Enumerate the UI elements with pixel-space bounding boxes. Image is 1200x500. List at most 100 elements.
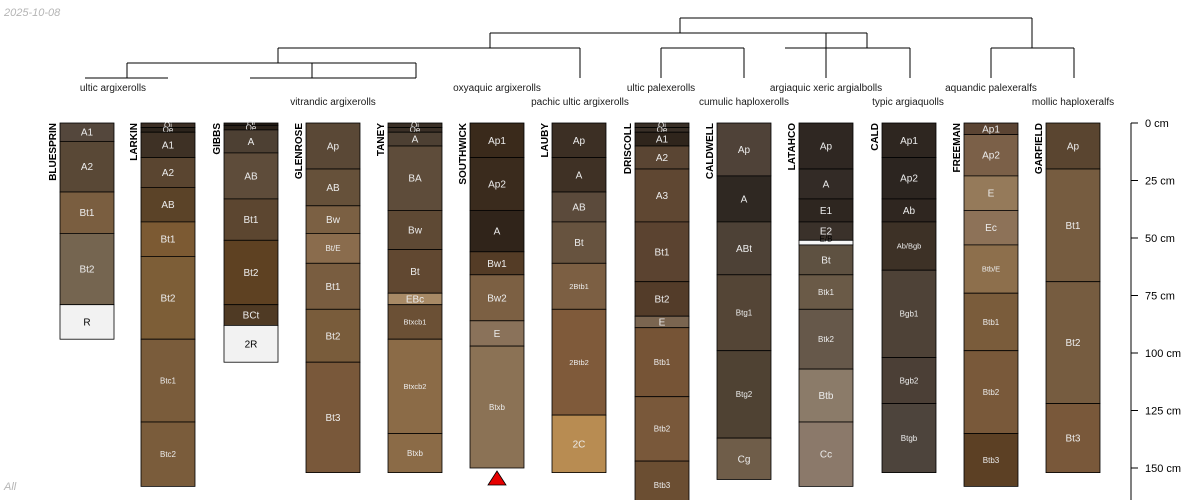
- horizon-label: Bt1: [243, 215, 258, 226]
- horizon-label: Btg1: [736, 309, 753, 318]
- dendrogram-link: [126, 62, 417, 78]
- horizon-label: Btk1: [818, 288, 835, 297]
- soil-profile: FREEMAN Ap1 Ap2 E Ec Btb/E Btb1 Btb2 Btb3: [952, 122, 1019, 487]
- horizon-label: Bt2: [654, 294, 669, 305]
- dendrogram-link: [785, 33, 911, 78]
- horizon-label: Bt: [821, 255, 831, 266]
- horizon-label: Bt2: [1065, 338, 1080, 349]
- horizon: [140, 421, 196, 487]
- profile-name: BLUESPRIN: [48, 123, 59, 181]
- horizon-label: R: [83, 317, 90, 328]
- horizon-label: Bt/E: [325, 244, 340, 253]
- horizon: [798, 168, 854, 200]
- horizon-label: E/B: [820, 234, 833, 243]
- horizon: [140, 338, 196, 423]
- horizon-label: Ap2: [982, 151, 1000, 162]
- horizon-label: A3: [656, 191, 669, 202]
- horizon-label: Ap: [738, 145, 751, 156]
- horizon-label: Btb: [818, 391, 833, 402]
- classification-label: typic argiaquolls: [872, 97, 944, 108]
- horizon: [634, 460, 690, 500]
- horizon-label: Btb/E: [982, 265, 1000, 274]
- classification-label: vitrandic argixerolls: [290, 97, 376, 108]
- horizon: [634, 281, 690, 317]
- horizon: [387, 304, 443, 340]
- horizon-label: E1: [820, 206, 833, 217]
- horizon: [387, 249, 443, 294]
- horizon: [469, 122, 525, 158]
- horizon: [963, 209, 1019, 246]
- horizon-label: Ap2: [900, 174, 918, 185]
- horizon-label: 2R: [245, 339, 258, 350]
- horizon: [716, 221, 772, 276]
- horizon: [881, 157, 937, 200]
- horizon: [716, 437, 772, 480]
- profile-name: CALD: [870, 123, 881, 151]
- soil-profile: GLENROSE Ap AB Bw Bt/E Bt1 Bt2 Bt3: [294, 122, 361, 474]
- horizon-label: Bt1: [325, 282, 340, 293]
- horizon-label: A1: [162, 140, 175, 151]
- horizon-label: A: [576, 170, 583, 181]
- horizon-label: Btb2: [654, 425, 671, 434]
- horizon: [551, 122, 607, 158]
- horizon-label: Ab/Bgb: [897, 242, 922, 251]
- horizon: [469, 157, 525, 211]
- horizon-label: AB: [161, 200, 175, 211]
- horizon-label: Bw2: [487, 293, 507, 304]
- horizon-label: A2: [81, 162, 94, 173]
- horizon: [140, 255, 196, 340]
- horizon-label: ABt: [736, 244, 752, 255]
- horizon: [1045, 281, 1101, 405]
- horizon: [881, 221, 937, 271]
- horizon-label: Oe: [246, 123, 257, 132]
- horizon-label: EBc: [406, 294, 424, 305]
- horizon-label: Btxb: [489, 403, 506, 412]
- horizon-label: Ap1: [982, 124, 1000, 135]
- horizon-label: Ap: [327, 142, 340, 153]
- horizon: [59, 140, 115, 193]
- horizon-label: Btc1: [160, 376, 177, 385]
- horizon-label: Bt: [574, 238, 584, 249]
- dendrogram-link: [660, 47, 745, 78]
- horizon-label: Bt3: [325, 413, 340, 424]
- classification-label: cumulic haploxerolls: [699, 97, 789, 108]
- depth-axis: 0 cm 25 cm 50 cm 75 cm 100 cm 125 cm 150 cm: [1130, 118, 1181, 500]
- depth-tick-label: 100 cm: [1145, 348, 1181, 360]
- horizon-label: Bw: [408, 225, 423, 236]
- horizon-label: Ap1: [488, 136, 506, 147]
- horizon: [798, 421, 854, 487]
- horizon: [1045, 403, 1101, 474]
- horizon: [387, 209, 443, 250]
- horizon-label: Btb3: [983, 456, 1000, 465]
- horizon-label: Ap: [1067, 142, 1080, 153]
- depth-tick-label: 150 cm: [1145, 463, 1181, 475]
- horizon-label: Ap: [573, 136, 586, 147]
- profile-name: LARKIN: [129, 123, 140, 161]
- horizon-label: Oi: [247, 120, 255, 129]
- horizon: [469, 274, 525, 322]
- horizon-label: Btb3: [654, 481, 671, 490]
- date-stamp: 2025-10-08: [4, 7, 61, 19]
- horizon-label: Ec: [985, 223, 997, 234]
- horizon: [963, 433, 1019, 487]
- horizon-label: Ab: [903, 206, 916, 217]
- horizon-label: Ap: [820, 142, 833, 153]
- profile-name: SOUTHWICK: [458, 122, 469, 184]
- horizon: [551, 414, 607, 474]
- horizon-label: Bt2: [79, 265, 94, 276]
- horizon: [963, 244, 1019, 294]
- horizon: [223, 152, 279, 200]
- horizon-label: Btxcb1: [404, 318, 427, 327]
- horizon: [798, 368, 854, 423]
- classification-label: mollic haploxeralfs: [1032, 97, 1114, 108]
- horizon: [551, 308, 607, 416]
- horizon-label: Bt2: [160, 293, 175, 304]
- horizon: [963, 134, 1019, 177]
- horizon-label: Bt3: [1065, 434, 1080, 445]
- profile-name: FREEMAN: [952, 123, 963, 172]
- horizon-label: Btxb: [407, 449, 424, 458]
- horizon-label: E2: [820, 227, 833, 238]
- horizon: [716, 274, 772, 352]
- horizon: [881, 357, 937, 405]
